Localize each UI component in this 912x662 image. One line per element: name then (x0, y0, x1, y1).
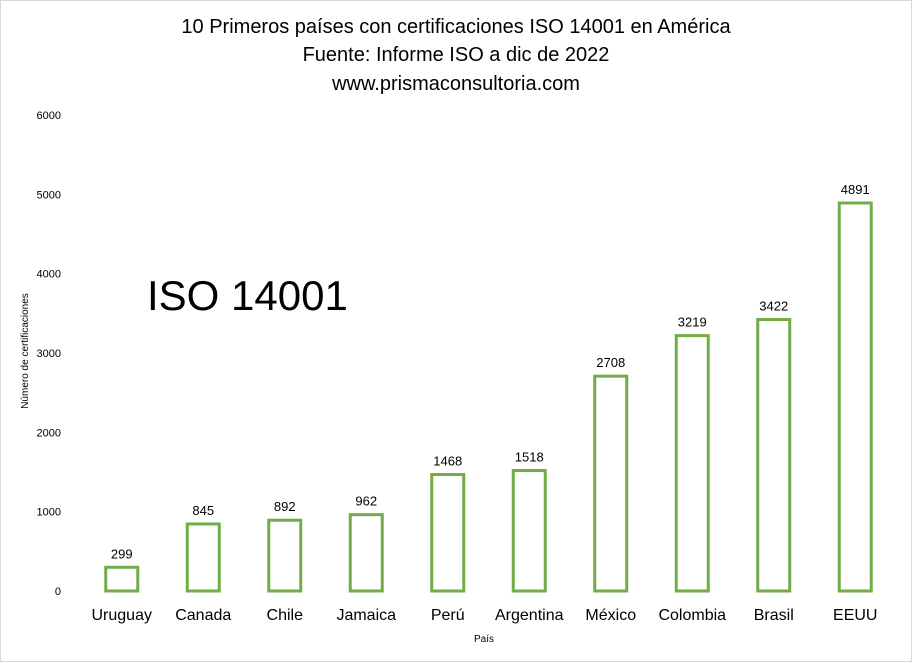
data-label: 1518 (515, 450, 544, 465)
data-label: 892 (274, 499, 296, 514)
x-tick-label: Argentina (495, 607, 564, 624)
bar-canada (185, 522, 221, 593)
bars-group: 299 845 892 962 1468 1518 2708 3219 3422 4891 (104, 182, 873, 593)
y-tick-label: 6000 (37, 110, 61, 122)
x-tick-label: Canada (175, 607, 231, 624)
bar-colombia (674, 334, 710, 593)
data-label: 845 (192, 503, 214, 518)
y-tick-label: 1000 (37, 507, 61, 519)
chart-annotation: ISO 14001 (147, 272, 348, 319)
bar-argentina (511, 469, 547, 593)
data-label: 1468 (433, 454, 462, 469)
data-label: 3219 (678, 315, 707, 330)
bar-méxico (593, 374, 629, 593)
x-tick-label: México (585, 607, 636, 624)
y-axis-label: Número de certificaciones (20, 293, 31, 409)
bar-perú (430, 473, 466, 593)
data-label: 962 (355, 494, 377, 509)
x-tick-label: Chile (267, 607, 304, 624)
bar-jamaica (348, 513, 384, 593)
y-tick-label: 3000 (37, 348, 61, 360)
chart-title-line-3: www.prismaconsultoria.com (331, 73, 580, 95)
y-tick-label: 4000 (37, 269, 61, 281)
bar-eeuu (837, 201, 873, 593)
x-tick-label: Uruguay (92, 607, 152, 624)
x-axis-label: País (474, 634, 494, 645)
data-label: 3422 (759, 299, 788, 314)
bar-chile (267, 518, 303, 593)
data-label: 4891 (841, 182, 870, 197)
x-tick-label: Perú (431, 607, 465, 624)
bar-uruguay (104, 565, 140, 593)
bar-brasil (756, 318, 792, 593)
x-tick-label: Brasil (754, 607, 794, 624)
chart-title-line-2: Fuente: Informe ISO a dic de 2022 (303, 44, 610, 66)
x-tick-label: EEUU (833, 607, 877, 624)
y-tick-label: 2000 (37, 427, 61, 439)
data-label: 2708 (596, 355, 625, 370)
chart-title-line-1: 10 Primeros países con certificaciones I… (181, 16, 731, 38)
y-axis-ticks: 0 1000 2000 3000 4000 5000 6000 (37, 110, 61, 598)
data-label: 299 (111, 546, 133, 561)
x-tick-label: Colombia (658, 607, 726, 624)
y-tick-label: 0 (55, 586, 61, 598)
x-axis-ticks: Uruguay Canada Chile Jamaica Perú Argentina Mé… (92, 607, 878, 624)
x-tick-label: Jamaica (336, 607, 396, 624)
y-tick-label: 5000 (37, 189, 61, 201)
